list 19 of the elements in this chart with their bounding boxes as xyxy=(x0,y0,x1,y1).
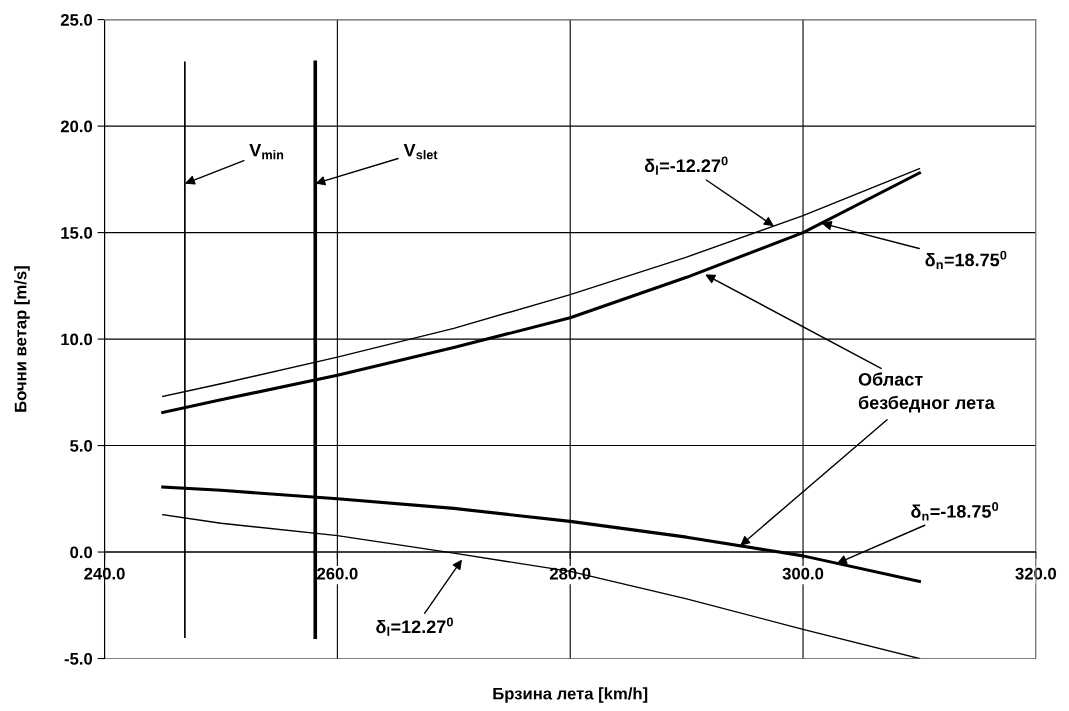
y-tick-label: 0.0 xyxy=(70,546,93,559)
x-axis-title: Брзина лета [km/h] xyxy=(493,687,648,703)
annotation: V$_{min}$ xyxy=(249,143,284,160)
x-tick-label: 300.0 xyxy=(782,567,824,580)
y-tick-label: -5.0 xyxy=(64,652,93,665)
y-tick-label: 15.0 xyxy=(61,226,93,239)
x-tick-label: 260.0 xyxy=(317,567,358,580)
annotation: δ$_{n}$=-18.75$^{0}$ xyxy=(911,502,999,521)
y-tick-label: 25.0 xyxy=(60,14,93,26)
annotation: Област безбедног лета xyxy=(858,372,995,413)
annotation: δ$_{l}$=12.27$^{0}$ xyxy=(376,617,453,636)
y-tick-label: 20.0 xyxy=(60,120,93,133)
y-tick-label: 10.0 xyxy=(61,333,93,346)
y-tick-label: 5.0 xyxy=(70,439,93,452)
y-axis-title: Бочни ветар [m/s] xyxy=(14,266,30,412)
annotation: δ$_{n}$=18.75$^{0}$ xyxy=(925,250,1007,270)
annotation: δ$_{l}$=-12.27$^{0}$ xyxy=(644,156,728,175)
annotation: V$_{slet}$ xyxy=(403,143,438,160)
x-tick-label: 320.0 xyxy=(1015,567,1057,580)
